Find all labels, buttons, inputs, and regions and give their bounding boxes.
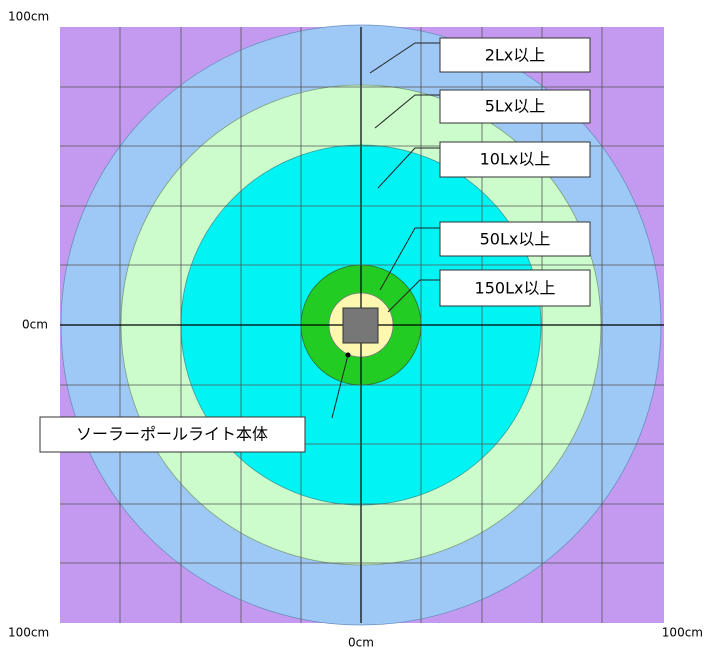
label-box — [439, 37, 591, 73]
light-body — [342, 307, 379, 344]
label-box — [439, 89, 591, 124]
leader-line — [374, 94, 440, 129]
body-label: ソーラーポールライト本体 — [76, 425, 268, 444]
zone-label: 2Lx以上 — [485, 46, 546, 65]
label-box — [439, 221, 591, 257]
label-box — [39, 416, 306, 453]
zone-label: 10Lx以上 — [480, 150, 551, 169]
axis-label: 100cm — [8, 10, 49, 24]
leader-line — [377, 147, 440, 189]
zone-label: 50Lx以上 — [480, 230, 551, 249]
label-box — [439, 141, 591, 178]
leader-line — [387, 279, 440, 313]
axis-label: 100cm — [662, 626, 703, 640]
leader-line — [379, 227, 440, 291]
axis-label: 0cm — [22, 318, 48, 332]
leader-line — [331, 354, 349, 419]
zone-label: 150Lx以上 — [475, 279, 556, 298]
zone-label: 5Lx以上 — [485, 97, 546, 116]
leader-line — [369, 42, 440, 74]
axis-label: 100cm — [8, 626, 49, 640]
axis-label: 0cm — [348, 636, 374, 650]
label-box — [439, 269, 591, 307]
